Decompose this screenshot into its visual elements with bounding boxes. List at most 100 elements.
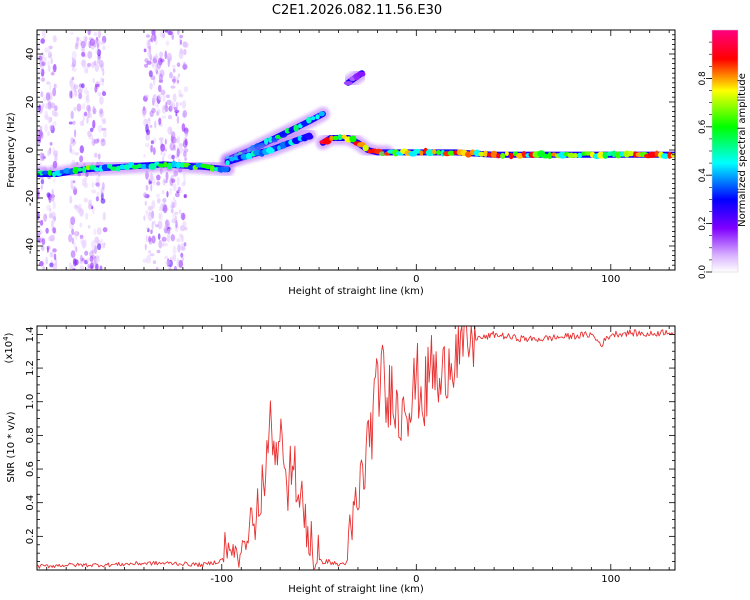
- noise-speck: [154, 39, 158, 46]
- noise-speck: [79, 265, 84, 270]
- colorbar-tick-label: 0.8: [698, 71, 708, 86]
- noise-speck: [156, 249, 161, 254]
- noise-speck: [39, 125, 43, 133]
- spectrogram-axes: -100 0 100 -40 -20 0 20 40: [25, 29, 675, 285]
- noise-speck: [154, 224, 159, 228]
- y-tick-label: 1.2: [25, 360, 36, 376]
- noise-speck: [70, 216, 76, 225]
- noise-speck: [145, 235, 148, 243]
- noise-speck: [153, 178, 156, 186]
- noise-speck: [46, 260, 49, 265]
- y-tick-label: 0.4: [25, 495, 36, 511]
- colorbar-tick-label: 0.6: [698, 119, 708, 134]
- noise-speck: [101, 138, 105, 143]
- noise-speck: [94, 138, 99, 144]
- noise-speck: [79, 260, 85, 265]
- noise-speck: [92, 78, 95, 83]
- noise-speck: [144, 94, 149, 98]
- noise-speck: [96, 191, 100, 197]
- noise-speck: [171, 78, 176, 83]
- noise-speck: [52, 218, 56, 224]
- ridge-blob: [318, 111, 325, 117]
- noise-speck: [47, 131, 50, 136]
- noise-speck: [151, 200, 156, 209]
- y-tick-label: 20: [25, 96, 36, 109]
- noise-speck: [102, 68, 105, 77]
- noise-speck: [94, 152, 98, 158]
- noise-speck: [81, 257, 85, 262]
- noise-speck: [71, 76, 75, 81]
- ridge-blob: [315, 114, 320, 120]
- ridge-blob: [72, 166, 79, 174]
- noise-speck: [166, 234, 171, 243]
- noise-speck: [73, 106, 77, 112]
- noise-speck: [40, 184, 43, 190]
- noise-speck: [97, 92, 102, 97]
- noise-speck: [102, 129, 107, 138]
- noise-speck: [163, 152, 166, 157]
- ridge-blob: [245, 152, 253, 160]
- noise-speck: [78, 92, 82, 100]
- noise-speck: [43, 56, 47, 63]
- noise-speck: [49, 84, 52, 91]
- noise-speck: [89, 38, 95, 46]
- noise-speck: [158, 84, 162, 93]
- noise-speck: [167, 59, 170, 68]
- noise-speck: [72, 180, 76, 184]
- noise-speck: [43, 213, 46, 222]
- noise-speck: [78, 210, 84, 215]
- noise-speck: [150, 34, 154, 43]
- noise-speck: [38, 76, 41, 81]
- noise-speck: [154, 53, 159, 60]
- noise-speck: [94, 236, 100, 244]
- noise-speck: [74, 231, 78, 241]
- noise-speck: [100, 40, 105, 46]
- noise-speck: [71, 237, 75, 245]
- noise-speck: [156, 193, 160, 198]
- noise-speck: [163, 105, 167, 110]
- noise-speck: [52, 227, 57, 234]
- noise-speck: [157, 220, 163, 230]
- noise-speck: [52, 263, 58, 270]
- noise-speck: [49, 251, 54, 258]
- noise-speck: [71, 50, 77, 60]
- ridge-blob: [508, 152, 514, 160]
- ridge-blob: [304, 134, 314, 140]
- noise-speck: [173, 144, 176, 149]
- noise-speck: [172, 93, 177, 103]
- noise-speck: [91, 249, 95, 254]
- ridge-blob: [293, 124, 299, 132]
- noise-speck: [95, 182, 100, 187]
- ridge-blob: [343, 81, 353, 86]
- noise-speck: [40, 91, 44, 98]
- ridge-blob: [483, 150, 488, 157]
- noise-speck: [79, 145, 85, 154]
- noise-speck: [46, 81, 51, 85]
- y-tick-label: 1.0: [25, 394, 36, 410]
- noise-speck: [159, 212, 163, 221]
- noise-speck: [174, 109, 180, 114]
- noise-speck: [171, 64, 176, 68]
- x-tick-label: -100: [210, 574, 233, 585]
- noise-speck: [85, 212, 89, 220]
- noise-speck: [183, 48, 187, 56]
- ridge-blob: [47, 169, 52, 176]
- noise-speck: [177, 244, 181, 253]
- noise-speck: [45, 217, 48, 222]
- spectrogram-y-axis-label: Frequency (Hz): [6, 112, 17, 188]
- noise-speck: [41, 77, 45, 82]
- snr-y-multiplier-base: (x10: [4, 341, 15, 364]
- noise-speck: [173, 199, 177, 208]
- noise-speck: [99, 265, 103, 270]
- noise-speck: [70, 149, 75, 155]
- ridge-blob: [572, 153, 578, 158]
- noise-speck: [147, 39, 151, 48]
- ridge-blob: [490, 150, 498, 158]
- y-tick-label: 0.2: [25, 528, 36, 544]
- snr-series-line: [37, 326, 675, 570]
- noise-speck: [157, 233, 161, 240]
- noise-speck: [172, 196, 176, 201]
- noise-speck: [149, 124, 153, 128]
- noise-speck: [145, 133, 150, 141]
- noise-speck: [148, 235, 152, 243]
